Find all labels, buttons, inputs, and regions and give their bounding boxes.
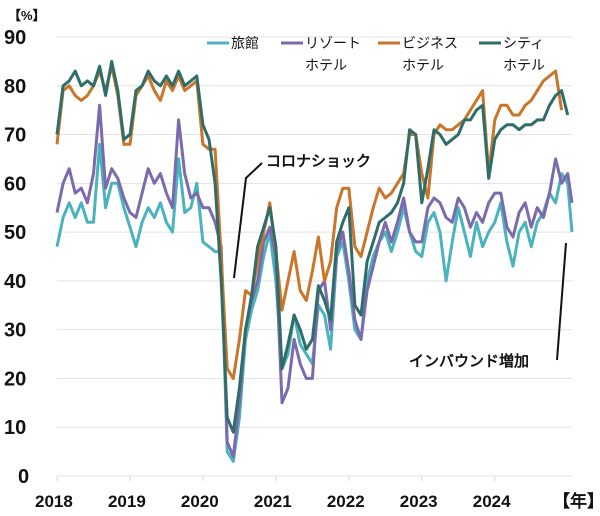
legend-label: ビジネス: [402, 36, 458, 52]
x-tick-label: 2021: [254, 492, 292, 511]
annotation-label: コロナショック: [266, 152, 371, 170]
annotation-leader-line: [556, 242, 567, 361]
y-tick-label: 30: [4, 320, 26, 342]
y-axis: 0 10 20 30 40 50 60 70 80 90: [4, 27, 29, 488]
y-tick-label: 50: [4, 222, 26, 244]
y-tick-label: 10: [4, 417, 26, 439]
series-line-シティホテル: [55, 59, 570, 434]
y-tick-label: 60: [4, 173, 26, 195]
series-line-リゾートホテル: [55, 103, 574, 458]
legend-label: 旅館: [231, 35, 259, 52]
y-axis-unit-label: 【%】: [8, 8, 46, 23]
legend-label-line2: ホテル: [503, 58, 545, 74]
legend-label-line2: ホテル: [305, 58, 347, 74]
y-tick-label: 70: [4, 125, 26, 147]
annotation-leader-line: [233, 162, 263, 279]
x-axis: 2018 2019 2020 2021 2022 2023 2024: [35, 476, 511, 511]
x-axis-unit-label: 【年】: [553, 491, 600, 511]
x-tick-label: 2019: [108, 492, 146, 511]
legend-item: 旅館: [207, 35, 259, 52]
x-tick-label: 2020: [181, 492, 219, 511]
x-tick-label: 2023: [400, 492, 438, 511]
y-tick-label: 80: [4, 76, 26, 98]
legend-label: リゾート: [305, 36, 361, 52]
x-tick-label: 2018: [35, 492, 73, 511]
x-tick-label: 2024: [473, 492, 511, 511]
y-tick-label: 0: [18, 466, 29, 488]
legend-label-line2: ホテル: [402, 58, 444, 74]
y-tick-label: 90: [4, 27, 26, 49]
gridlines: [57, 36, 572, 477]
annotation-label: インバウンド増加: [409, 352, 529, 370]
annotation-corona-shock: コロナショック: [233, 152, 371, 279]
y-tick-label: 20: [4, 368, 26, 390]
y-tick-label: 40: [4, 271, 26, 293]
annotation-inbound-increase: インバウンド増加: [409, 242, 567, 370]
series-lines: [55, 59, 574, 463]
legend-label: シティ: [503, 36, 544, 52]
x-tick-label: 2022: [327, 492, 365, 511]
